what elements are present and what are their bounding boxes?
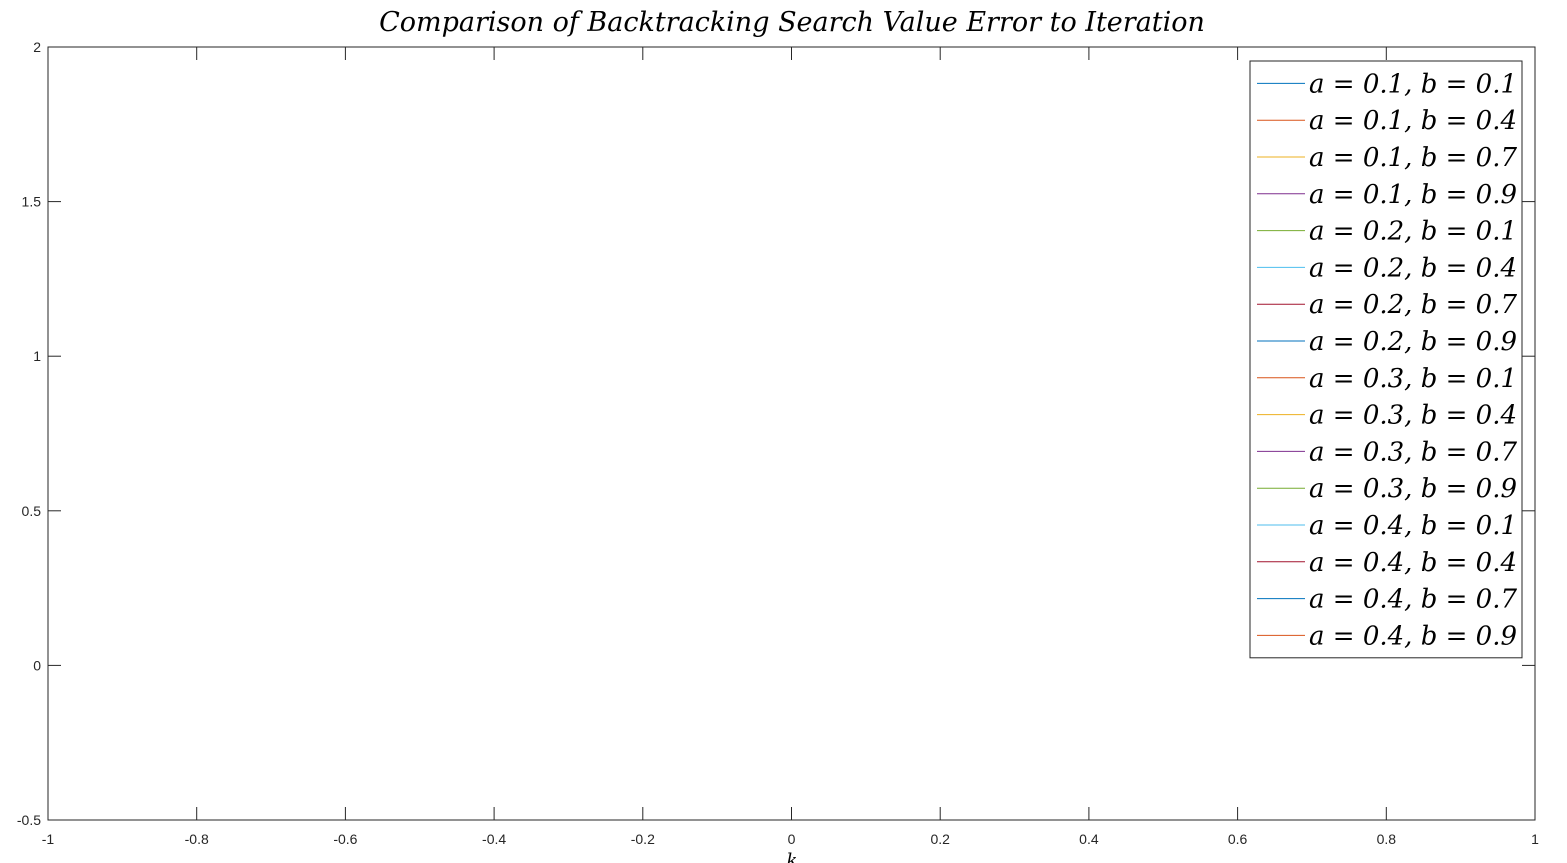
y-tick-label: 1 [33,348,41,364]
legend-label: a = 0.2, b = 0.9 [1309,327,1517,357]
legend-item[interactable]: a = 0.3, b = 0.4 [1257,401,1517,431]
legend-label: a = 0.1, b = 0.4 [1309,106,1517,136]
legend-label: a = 0.1, b = 0.9 [1309,180,1517,210]
legend-label: a = 0.3, b = 0.9 [1309,474,1517,504]
y-tick-label: 1.5 [22,194,42,210]
legend-label: a = 0.4, b = 0.9 [1309,621,1517,651]
x-tick-label: 0 [788,831,796,847]
legend-label: a = 0.4, b = 0.1 [1309,511,1517,541]
legend-item[interactable]: a = 0.4, b = 0.4 [1257,548,1517,578]
legend-item[interactable]: a = 0.2, b = 0.4 [1257,253,1517,283]
legend-box [1249,60,1523,659]
x-tick-label: 0.2 [930,831,950,847]
legend-item[interactable]: a = 0.3, b = 0.7 [1257,437,1517,467]
y-axis: -0.5 0 0.5 1 1.5 2 [17,39,1535,828]
legend-item[interactable]: a = 0.2, b = 0.1 [1257,217,1517,247]
x-tick-label: -0.2 [631,831,655,847]
legend[interactable]: a = 0.1, b = 0.1 a = 0.1, b = 0.4 a = 0.1,… [1249,60,1523,659]
x-tick-label: 0.6 [1228,831,1248,847]
legend-item[interactable]: a = 0.3, b = 0.1 [1257,364,1517,394]
legend-item[interactable]: a = 0.1, b = 0.4 [1257,106,1517,136]
x-tick-label: 0.4 [1079,831,1099,847]
legend-label: a = 0.3, b = 0.7 [1309,437,1517,467]
x-tick-label: -0.6 [333,831,357,847]
legend-item[interactable]: a = 0.4, b = 0.1 [1257,511,1517,541]
legend-label: a = 0.3, b = 0.1 [1309,364,1517,394]
x-axis: -1 -0.8 -0.6 -0.4 -0.2 0 0.2 0.4 0.6 0.8 1 [42,47,1539,847]
x-tick-label: -0.8 [185,831,209,847]
y-tick-label: 0 [33,657,41,673]
legend-label: a = 0.3, b = 0.4 [1309,401,1517,431]
x-tick-label: 0.8 [1377,831,1397,847]
legend-label: a = 0.2, b = 0.7 [1309,290,1517,320]
legend-item[interactable]: a = 0.1, b = 0.7 [1257,143,1517,173]
legend-item[interactable]: a = 0.2, b = 0.7 [1257,290,1517,320]
x-tick-label: -1 [42,831,55,847]
y-tick-label: -0.5 [17,812,41,828]
x-tick-label: -0.4 [482,831,506,847]
legend-label: a = 0.4, b = 0.4 [1309,548,1517,578]
legend-label: a = 0.4, b = 0.7 [1309,585,1517,615]
legend-item[interactable]: a = 0.4, b = 0.7 [1257,585,1517,615]
y-tick-label: 2 [33,39,41,55]
legend-label: a = 0.1, b = 0.7 [1309,143,1517,173]
legend-label: a = 0.1, b = 0.1 [1309,69,1517,99]
legend-item[interactable]: a = 0.1, b = 0.9 [1257,180,1517,210]
legend-item[interactable]: a = 0.2, b = 0.9 [1257,327,1517,357]
legend-label: a = 0.2, b = 0.1 [1309,217,1517,247]
legend-item[interactable]: a = 0.1, b = 0.1 [1257,69,1517,99]
chart-title: Comparison of Backtracking Search Value … [379,7,1205,38]
y-tick-label: 0.5 [22,503,42,519]
x-axis-label: k [787,850,798,863]
legend-label: a = 0.2, b = 0.4 [1309,253,1517,283]
legend-item[interactable]: a = 0.4, b = 0.9 [1257,621,1517,651]
legend-item[interactable]: a = 0.3, b = 0.9 [1257,474,1517,504]
x-tick-label: 1 [1531,831,1539,847]
